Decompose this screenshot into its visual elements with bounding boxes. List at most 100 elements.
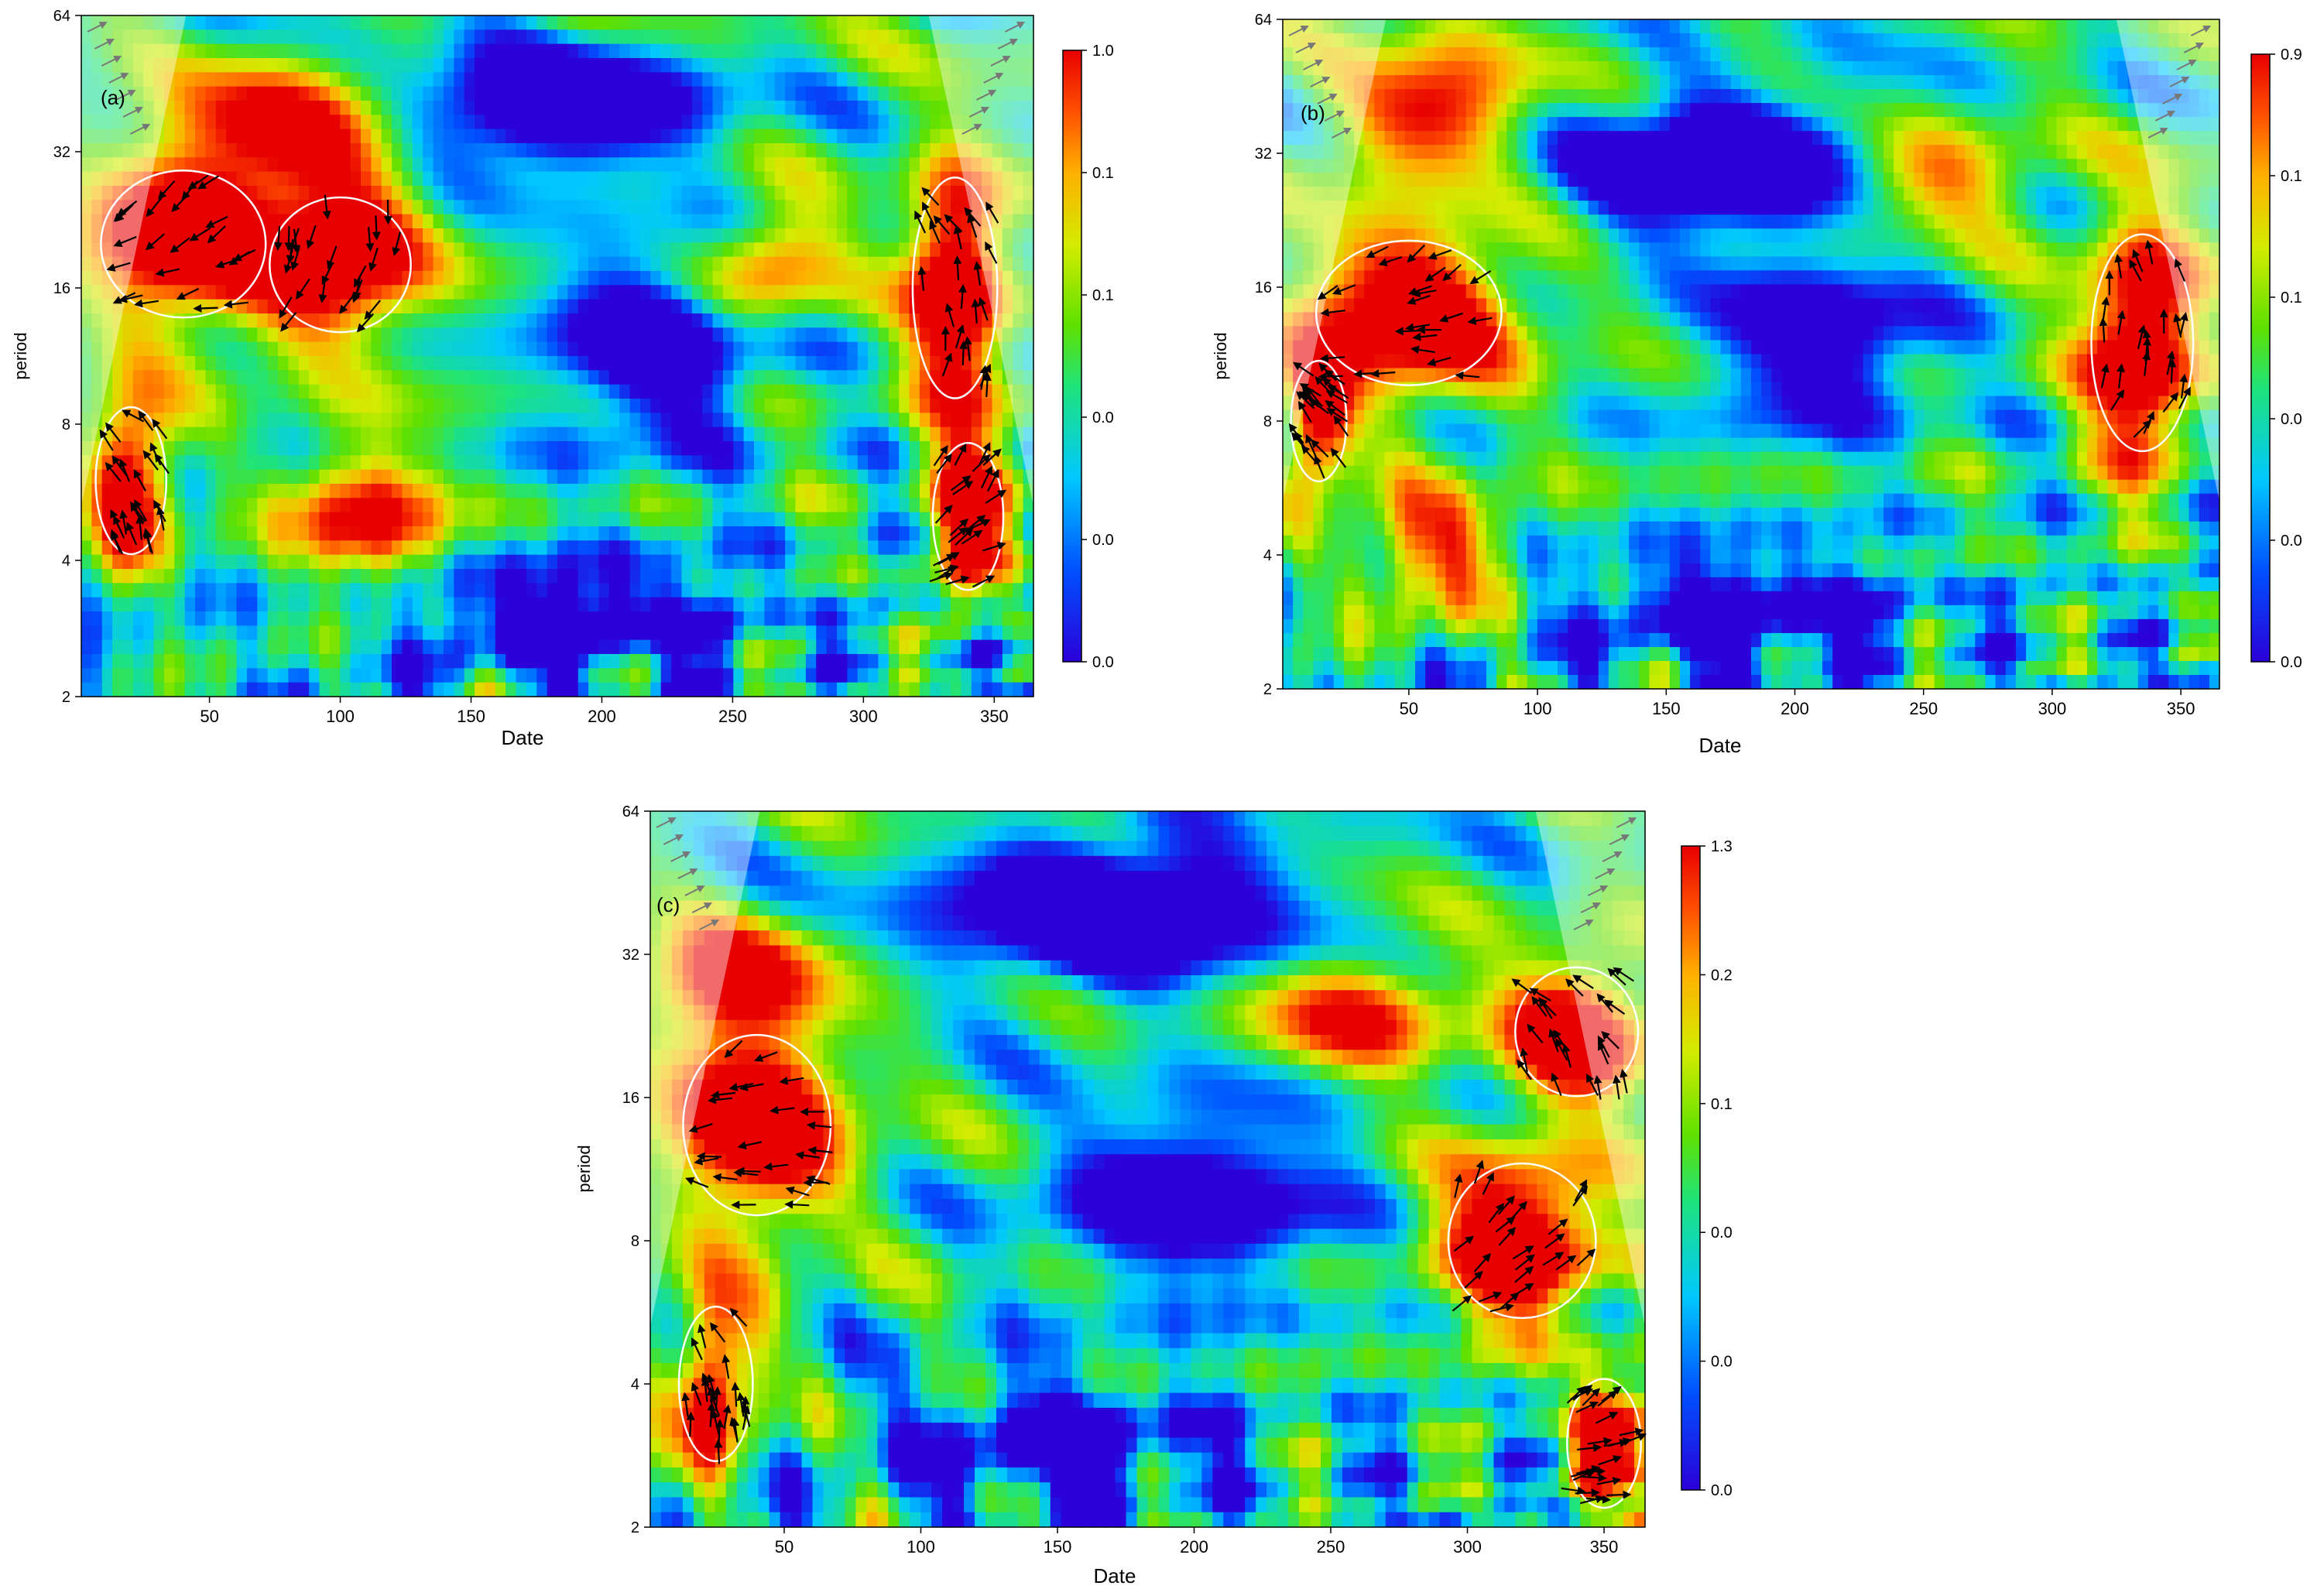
heatmap-cell [423, 327, 434, 343]
heatmap-cell [774, 426, 786, 442]
heatmap-cell [608, 583, 620, 598]
heatmap-cell [464, 399, 475, 413]
heatmap-cell [423, 72, 434, 87]
heatmap-cell [671, 426, 683, 442]
heatmap-cell [174, 484, 186, 498]
heatmap-cell [826, 341, 838, 357]
heatmap-cell [506, 639, 517, 655]
heatmap-cell [236, 455, 248, 471]
heatmap-cell [1955, 19, 1966, 34]
heatmap-cell [1730, 61, 1742, 76]
heatmap-cell [1343, 61, 1355, 76]
heatmap-cell [526, 200, 537, 215]
heatmap-cell [475, 341, 486, 357]
heatmap-cell [246, 214, 258, 229]
heatmap-cell [340, 597, 351, 612]
heatmap-cell [371, 143, 382, 158]
heatmap-cell [1506, 19, 1518, 34]
heatmap-cell [764, 101, 776, 115]
heatmap-cell [578, 554, 589, 570]
heatmap-cell [774, 214, 786, 229]
heatmap-cell [681, 583, 693, 598]
heatmap-cell [619, 72, 631, 87]
heatmap-cell [733, 682, 745, 697]
heatmap-cell [982, 115, 993, 130]
heatmap-cell [319, 341, 331, 357]
heatmap-cell [805, 583, 817, 598]
heatmap-cell [878, 413, 889, 428]
heatmap-cell [992, 668, 1003, 683]
heatmap-cell [1023, 228, 1034, 243]
heatmap-cell [350, 611, 362, 626]
heatmap-cell [743, 299, 755, 314]
heatmap-cell [1751, 19, 1762, 34]
heatmap-cell [163, 654, 175, 669]
heatmap-cell [319, 370, 331, 385]
heatmap-cell [826, 299, 838, 314]
heatmap-cell [91, 356, 103, 371]
heatmap-cell [1293, 61, 1304, 76]
heatmap-cell [785, 668, 797, 683]
heatmap-cell [639, 569, 651, 584]
heatmap-cell [992, 101, 1003, 115]
heatmap-cell [412, 115, 423, 130]
heatmap-cell [454, 668, 465, 683]
heatmap-cell [681, 455, 693, 471]
heatmap-cell [1527, 47, 1538, 62]
heatmap-cell [1425, 19, 1436, 34]
heatmap-cell [629, 654, 641, 669]
heatmap-cell [309, 58, 320, 73]
heatmap-cell [1013, 413, 1024, 428]
heatmap-cell [660, 469, 672, 485]
heatmap-cell [826, 554, 838, 570]
heatmap-cell [205, 469, 217, 485]
heatmap-cell [795, 569, 807, 584]
heatmap-cell [267, 583, 279, 598]
heatmap-cell [506, 469, 517, 485]
panel-b: (b) Date period 50 100 150 200 250 300 350 248… [1211, 12, 2302, 757]
heatmap-cell [205, 370, 217, 385]
heatmap-cell [475, 625, 486, 641]
heatmap-cell [826, 455, 838, 471]
heatmap-cell [402, 341, 413, 357]
heatmap-cell [454, 455, 465, 471]
heatmap-cell [101, 384, 113, 399]
heatmap-cell [350, 639, 362, 655]
heatmap-cell [774, 625, 786, 641]
heatmap-cell [475, 313, 486, 328]
heatmap-cell [360, 469, 372, 485]
phase-arrow [933, 553, 956, 567]
heatmap-cell [526, 682, 537, 697]
heatmap-cell [598, 370, 610, 385]
heatmap-cell [826, 484, 838, 498]
heatmap-cell [826, 228, 838, 243]
heatmap-cell [464, 498, 475, 513]
heatmap-cell [360, 271, 372, 286]
heatmap-cell [464, 356, 475, 371]
heatmap-cell [899, 399, 910, 413]
heatmap-cell [278, 668, 289, 683]
heatmap-cell [982, 399, 993, 413]
heatmap-cell [1639, 33, 1650, 48]
heatmap-cell [526, 29, 537, 45]
heatmap-cell [805, 484, 817, 498]
heatmap-cell [909, 597, 920, 612]
heatmap-cell [805, 157, 817, 173]
heatmap-cell [526, 370, 537, 385]
heatmap-cell [722, 569, 734, 584]
heatmap-cell [464, 597, 475, 612]
heatmap-cell [454, 256, 465, 272]
heatmap-cell [257, 611, 269, 626]
heatmap-cell [878, 540, 889, 556]
heatmap-cell [122, 484, 134, 498]
heatmap-cell [516, 399, 527, 413]
heatmap-cell [567, 512, 579, 527]
heatmap-cell [246, 484, 258, 498]
heatmap-cell [619, 625, 631, 641]
heatmap-cell [847, 242, 859, 258]
heatmap-cell [671, 597, 683, 612]
heatmap-cell [785, 86, 797, 101]
heatmap-cell [681, 413, 693, 428]
phase-arrow [339, 293, 355, 314]
heatmap-cell [381, 384, 392, 399]
